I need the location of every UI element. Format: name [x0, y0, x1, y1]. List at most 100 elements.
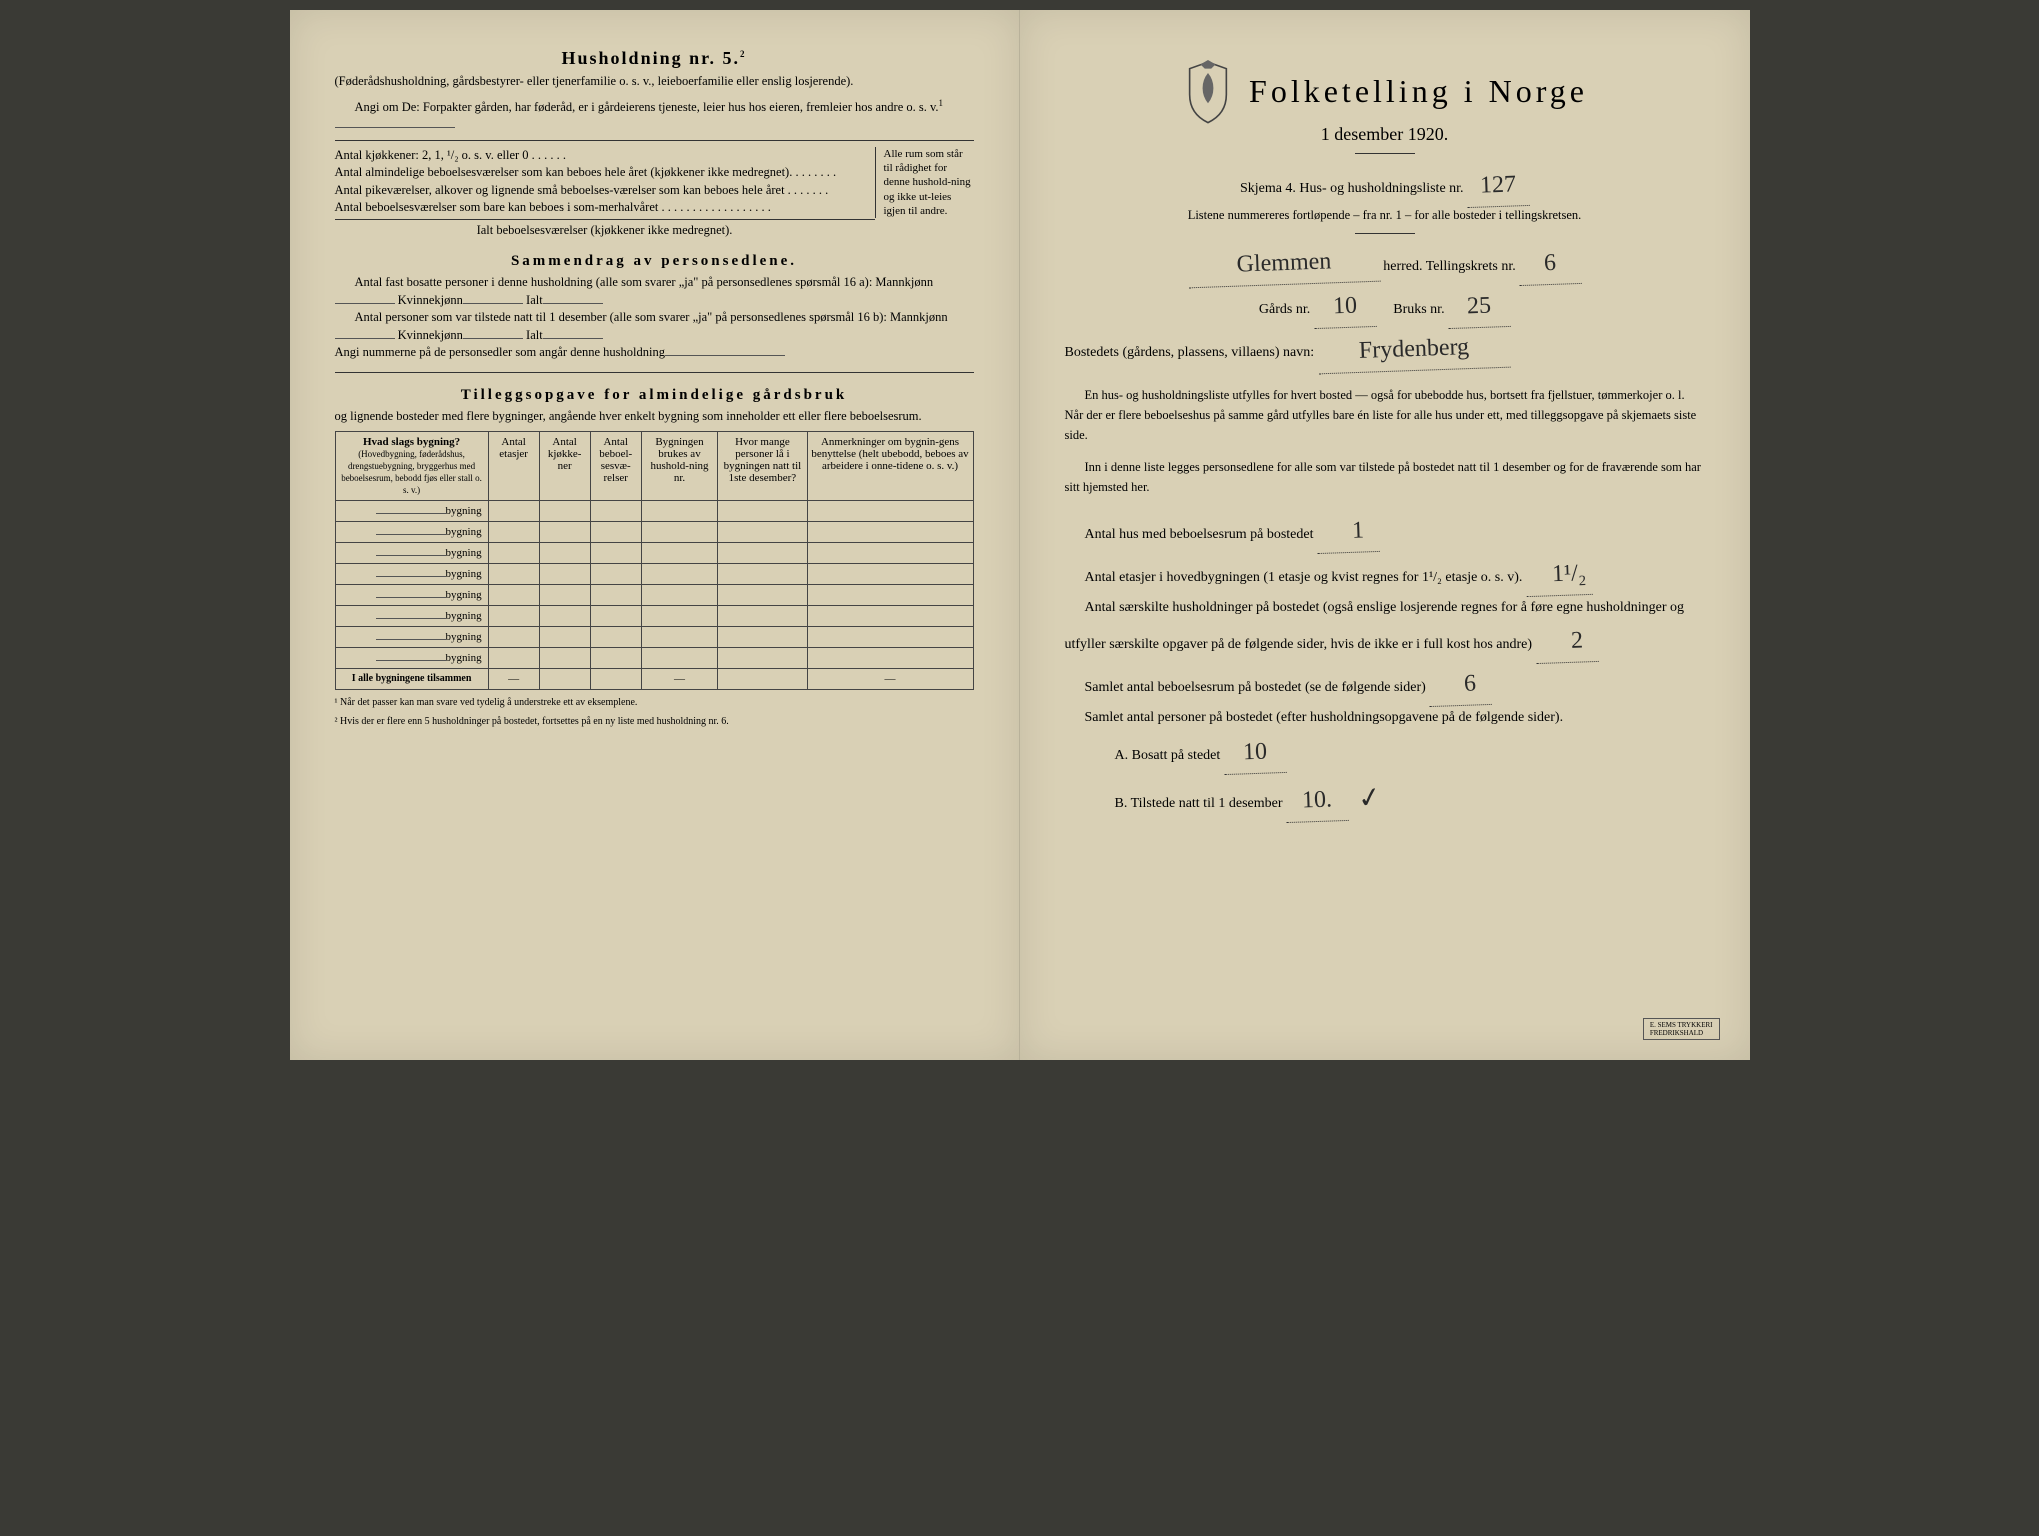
- q1-text: Antal hus med beboelsesrum på bostedet: [1085, 527, 1314, 542]
- rooms-block: Antal kjøkkener: 2, 1, ¹/₂ o. s. v. elle…: [335, 147, 974, 240]
- qB-line: B. Tilstede natt til 1 desember 10. ✓: [1065, 774, 1705, 823]
- tillegg-title: Tilleggsopgave for almindelige gårdsbruk: [335, 387, 974, 404]
- footnote-2: ² Hvis der er flere enn 5 husholdninger …: [335, 715, 974, 728]
- kvinne-1: Kvinnekjønn: [398, 293, 463, 307]
- rooms-2: Antal pikeværelser, alkover og lignende …: [335, 182, 875, 200]
- table-sum-row: I alle bygningene tilsammen———: [335, 669, 973, 690]
- left-page: Husholdning nr. 5.2 (Føderådshusholdning…: [290, 10, 1020, 1060]
- krets-value: 6: [1519, 240, 1582, 285]
- document-spread: Husholdning nr. 5.2 (Føderådshusholdning…: [290, 10, 1750, 1060]
- q3-line: Antal særskilte husholdninger på bostede…: [1065, 596, 1705, 664]
- th1-sub: (Hovedbygning, føderådshus, drengstuebyg…: [341, 449, 482, 495]
- blank: [376, 555, 446, 556]
- qB-text: B. Tilstede natt til 1 desember: [1115, 796, 1283, 811]
- skjema-label: Skjema 4. Hus- og husholdningsliste nr.: [1240, 181, 1464, 196]
- q4-text: Samlet antal beboelsesrum på bostedet (s…: [1085, 680, 1426, 695]
- sup-1: 1: [939, 98, 944, 108]
- brace-text: Alle rum som står til rådighet for denne…: [875, 147, 974, 218]
- paragraph-2: Inn i denne liste legges personsedlene f…: [1065, 457, 1705, 497]
- coat-of-arms-icon: [1181, 60, 1235, 122]
- herred-line: Glemmen herred. Tellingskrets nr. 6: [1065, 242, 1705, 285]
- bosted-value: Frydenberg: [1317, 324, 1510, 374]
- bygning-lbl: bygning: [446, 547, 482, 559]
- th-2: Antal etasjer: [488, 432, 539, 501]
- bosted-line: Bostedets (gårdens, plassens, villaens) …: [1065, 328, 1705, 371]
- bygning-lbl: bygning: [446, 526, 482, 538]
- rooms-main: Antal kjøkkener: 2, 1, ¹/₂ o. s. v. elle…: [335, 147, 875, 240]
- samm-p3-text: Angi nummerne på de personsedler som ang…: [335, 345, 665, 359]
- checkmark-icon: ✓: [1348, 771, 1391, 825]
- divider: [335, 219, 875, 220]
- table-row: bygning: [335, 648, 973, 669]
- bygning-lbl: bygning: [446, 589, 482, 601]
- bygning-lbl: bygning: [446, 568, 482, 580]
- a3-value: 2: [1535, 619, 1598, 664]
- a1-value: 1: [1316, 508, 1379, 553]
- bygning-lbl: bygning: [446, 505, 482, 517]
- blank: [335, 338, 395, 339]
- samm-p2-text: Antal personer som var tilstede natt til…: [355, 310, 948, 324]
- divider-short: [1355, 233, 1415, 234]
- th1-b: Hvad slags bygning?: [363, 436, 460, 448]
- paren-text: (Føderådshusholdning, gårdsbestyrer- ell…: [335, 73, 974, 91]
- th-1: Hvad slags bygning?(Hovedbygning, føderå…: [335, 432, 488, 501]
- blank-line: [335, 127, 455, 128]
- table-header-row: Hvad slags bygning?(Hovedbygning, føderå…: [335, 432, 973, 501]
- table-body: bygning bygning bygning bygning bygning …: [335, 501, 973, 690]
- aB-value: 10.: [1285, 777, 1348, 822]
- husholdning-title-text: Husholdning nr. 5.: [562, 48, 740, 68]
- bosted-label: Bostedets (gårdens, plassens, villaens) …: [1065, 345, 1315, 360]
- divider: [335, 140, 974, 141]
- q4-line: Samlet antal beboelsesrum på bostedet (s…: [1065, 663, 1705, 706]
- th-4: Antal beboel-sesvæ-relser: [590, 432, 641, 501]
- table-row: bygning: [335, 543, 973, 564]
- blank: [376, 660, 446, 661]
- bygning-lbl: bygning: [446, 652, 482, 664]
- blank: [376, 576, 446, 577]
- samm-p3: Angi nummerne på de personsedler som ang…: [335, 344, 974, 362]
- table-row: bygning: [335, 585, 973, 606]
- gards-line: Gårds nr. 10 Bruks nr. 25: [1065, 285, 1705, 328]
- angi-line: Angi om De: Forpakter gården, har føderå…: [335, 97, 974, 134]
- q5-text: Samlet antal personer på bostedet (efter…: [1065, 706, 1705, 731]
- gards-label: Gårds nr.: [1259, 302, 1310, 317]
- sub-date: 1 desember 1920.: [1065, 124, 1705, 145]
- footnote-1: ¹ Når det passer kan man svare ved tydel…: [335, 696, 974, 709]
- skjema-value: 127: [1466, 163, 1529, 208]
- blank: [463, 303, 523, 304]
- listene-text: Listene nummereres fortløpende – fra nr.…: [1065, 207, 1705, 225]
- husholdning-title: Husholdning nr. 5.2: [335, 48, 974, 69]
- bygning-lbl: bygning: [446, 631, 482, 643]
- bruks-value: 25: [1447, 283, 1510, 328]
- herred-value: Glemmen: [1187, 238, 1380, 288]
- a2-value: 1¹/₂: [1525, 551, 1593, 596]
- bygning-lbl: bygning: [446, 610, 482, 622]
- divider: [335, 372, 974, 373]
- rooms-1: Antal almindelige beboelsesværelser som …: [335, 164, 875, 182]
- blank: [376, 618, 446, 619]
- q2-text: Antal etasjer i hovedbygningen (1 etasje…: [1085, 570, 1523, 585]
- kitchen-line: Antal kjøkkener: 2, 1, ¹/₂ o. s. v. elle…: [335, 147, 875, 165]
- blank: [376, 639, 446, 640]
- blank: [665, 355, 785, 356]
- th-3: Antal kjøkke-ner: [539, 432, 590, 501]
- table-row: bygning: [335, 501, 973, 522]
- blank: [376, 597, 446, 598]
- rooms-3: Antal beboelsesværelser som bare kan beb…: [335, 199, 875, 217]
- right-page: Folketelling i Norge 1 desember 1920. Sk…: [1020, 10, 1750, 1060]
- samm-p2: Antal personer som var tilstede natt til…: [335, 309, 974, 344]
- blank: [463, 338, 523, 339]
- bruks-label: Bruks nr.: [1393, 302, 1444, 317]
- paragraph-1: En hus- og husholdningsliste utfylles fo…: [1065, 385, 1705, 445]
- rooms-total: Ialt beboelsesværelser (kjøkkener ikke m…: [335, 222, 875, 240]
- th-7: Anmerkninger om bygnin-gens benyttelse (…: [807, 432, 973, 501]
- th-5: Bygningen brukes av hushold-ning nr.: [641, 432, 718, 501]
- blank: [335, 303, 395, 304]
- q1-line: Antal hus med beboelsesrum på bostedet 1: [1065, 510, 1705, 553]
- a4-value: 6: [1429, 662, 1492, 707]
- skjema-line: Skjema 4. Hus- og husholdningsliste nr. …: [1065, 164, 1705, 207]
- right-header: Folketelling i Norge 1 desember 1920.: [1065, 60, 1705, 154]
- table-row: bygning: [335, 522, 973, 543]
- crest-svg: [1181, 60, 1235, 125]
- sammendrag-title: Sammendrag av personsedlene.: [335, 253, 974, 270]
